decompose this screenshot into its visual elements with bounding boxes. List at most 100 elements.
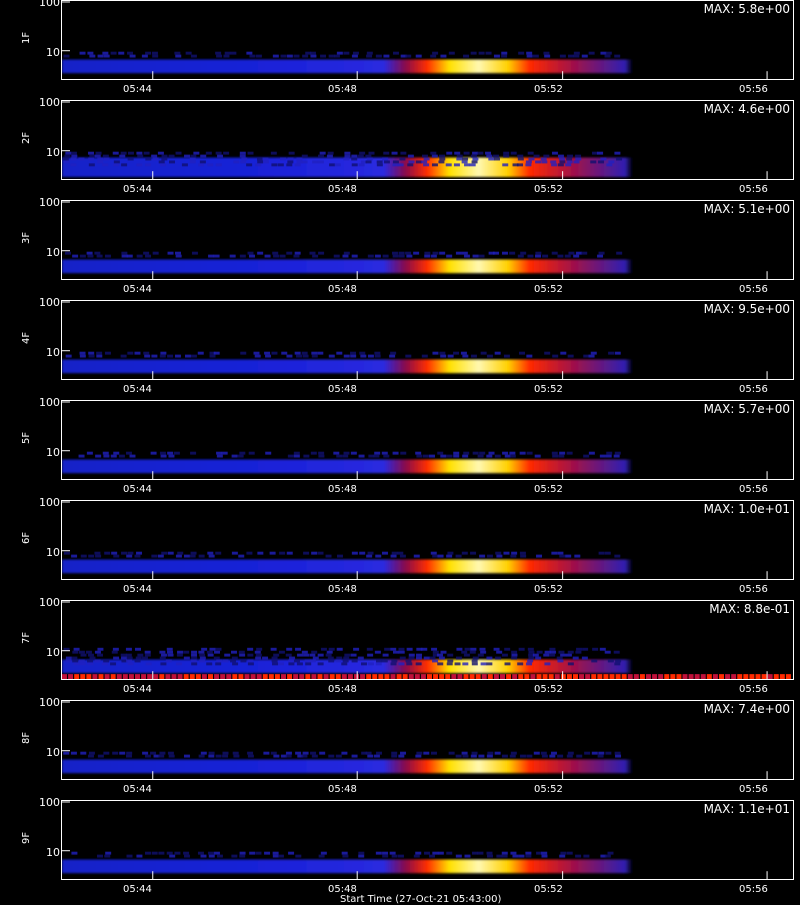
noise-cell <box>336 647 343 651</box>
noise-cell <box>191 656 198 660</box>
noise-cell <box>351 254 358 258</box>
noise-cell <box>616 251 623 255</box>
noise-cell <box>112 751 119 755</box>
noise-cell <box>134 351 141 355</box>
noise-cell <box>536 554 543 558</box>
noise-cell <box>455 251 462 255</box>
noise-cell <box>126 659 133 663</box>
noise-cell <box>478 51 485 55</box>
panel-channel-label: 3F <box>21 231 32 244</box>
noise-cell <box>137 653 144 657</box>
noise-cell <box>423 163 430 167</box>
noise-cell <box>144 851 151 855</box>
noise-cell <box>609 674 615 679</box>
noise-cell <box>167 650 174 654</box>
noise-cell <box>501 754 508 758</box>
x-tick-label: 05:52 <box>534 884 563 895</box>
noise-cell <box>87 659 94 663</box>
noise-cell <box>215 163 222 167</box>
noise-cell <box>526 354 533 358</box>
noise-cell <box>97 754 104 758</box>
noise-cell <box>599 647 606 651</box>
noise-cell <box>238 650 245 654</box>
noise-cell <box>79 51 86 55</box>
noise-cell <box>575 157 582 161</box>
noise-cell <box>423 751 430 755</box>
noise-cell <box>153 674 159 679</box>
noise-cell <box>177 674 183 679</box>
noise-cell <box>487 674 493 679</box>
noise-cell <box>319 751 326 755</box>
noise-cell <box>89 154 96 158</box>
noise-cell <box>406 647 413 651</box>
noise-cell <box>336 656 343 660</box>
spectrogram-image <box>62 701 793 779</box>
noise-cell <box>121 551 127 555</box>
plot-frame <box>61 100 794 180</box>
y-tick-label: 10 <box>46 246 60 259</box>
noise-cell <box>574 554 581 558</box>
noise-cell <box>400 751 407 755</box>
noise-cell <box>423 656 430 660</box>
noise-cell <box>335 674 341 679</box>
noise-cell <box>80 653 87 657</box>
noise-cell <box>280 157 287 161</box>
noise-cell <box>294 163 301 167</box>
noise-cell <box>159 650 166 654</box>
noise-cell <box>183 656 190 660</box>
spectrogram-band <box>62 659 793 674</box>
noise-cell <box>494 751 501 755</box>
noise-cell <box>207 163 214 167</box>
noise-cell <box>232 751 239 755</box>
noise-cell <box>597 151 604 155</box>
noise-cell <box>111 650 118 654</box>
noise-cell <box>97 647 104 651</box>
noise-cell <box>621 674 627 679</box>
noise-cell <box>145 662 152 666</box>
noise-cell <box>287 157 294 161</box>
noise-cell <box>773 674 779 679</box>
noise-cell <box>319 151 326 155</box>
noise-cell <box>263 751 270 755</box>
x-tick-label: 05:56 <box>739 484 768 495</box>
noise-cell <box>382 851 389 855</box>
noise-cell <box>423 157 430 161</box>
noise-cell <box>87 51 94 55</box>
noise-cell <box>392 163 399 167</box>
noise-cell <box>96 854 103 858</box>
noise-cell <box>183 754 190 758</box>
noise-cell <box>103 751 110 755</box>
noise-cell <box>273 653 280 657</box>
noise-cell <box>274 674 280 679</box>
noise-cell <box>761 674 767 679</box>
noise-cell <box>437 653 444 657</box>
noise-cell <box>71 851 78 855</box>
noise-cell <box>288 151 295 155</box>
noise-cell <box>65 659 72 663</box>
noise-cell <box>591 151 598 155</box>
noise-cell <box>280 754 287 758</box>
noise-cell <box>368 454 375 458</box>
noise-cell <box>317 662 324 666</box>
noise-cell <box>391 854 398 858</box>
noise-cell <box>446 254 453 258</box>
noise-cell <box>548 674 554 679</box>
noise-cell <box>615 674 621 679</box>
noise-cell <box>390 647 397 651</box>
noise-cell <box>208 851 215 855</box>
noise-cell <box>95 151 102 155</box>
noise-cell <box>320 851 327 855</box>
noise-cell <box>486 454 493 458</box>
noise-cell <box>286 551 293 555</box>
noise-cell <box>255 54 262 58</box>
noise-cell <box>342 854 349 858</box>
noise-cell <box>175 254 182 258</box>
noise-cell <box>366 51 373 55</box>
noise-cell <box>544 351 551 355</box>
noise-cell <box>136 854 143 858</box>
noise-cell <box>478 254 485 258</box>
noise-cell <box>421 160 428 164</box>
noise-cell <box>72 650 79 654</box>
noise-cell <box>98 674 104 679</box>
noise-cell <box>121 254 128 258</box>
